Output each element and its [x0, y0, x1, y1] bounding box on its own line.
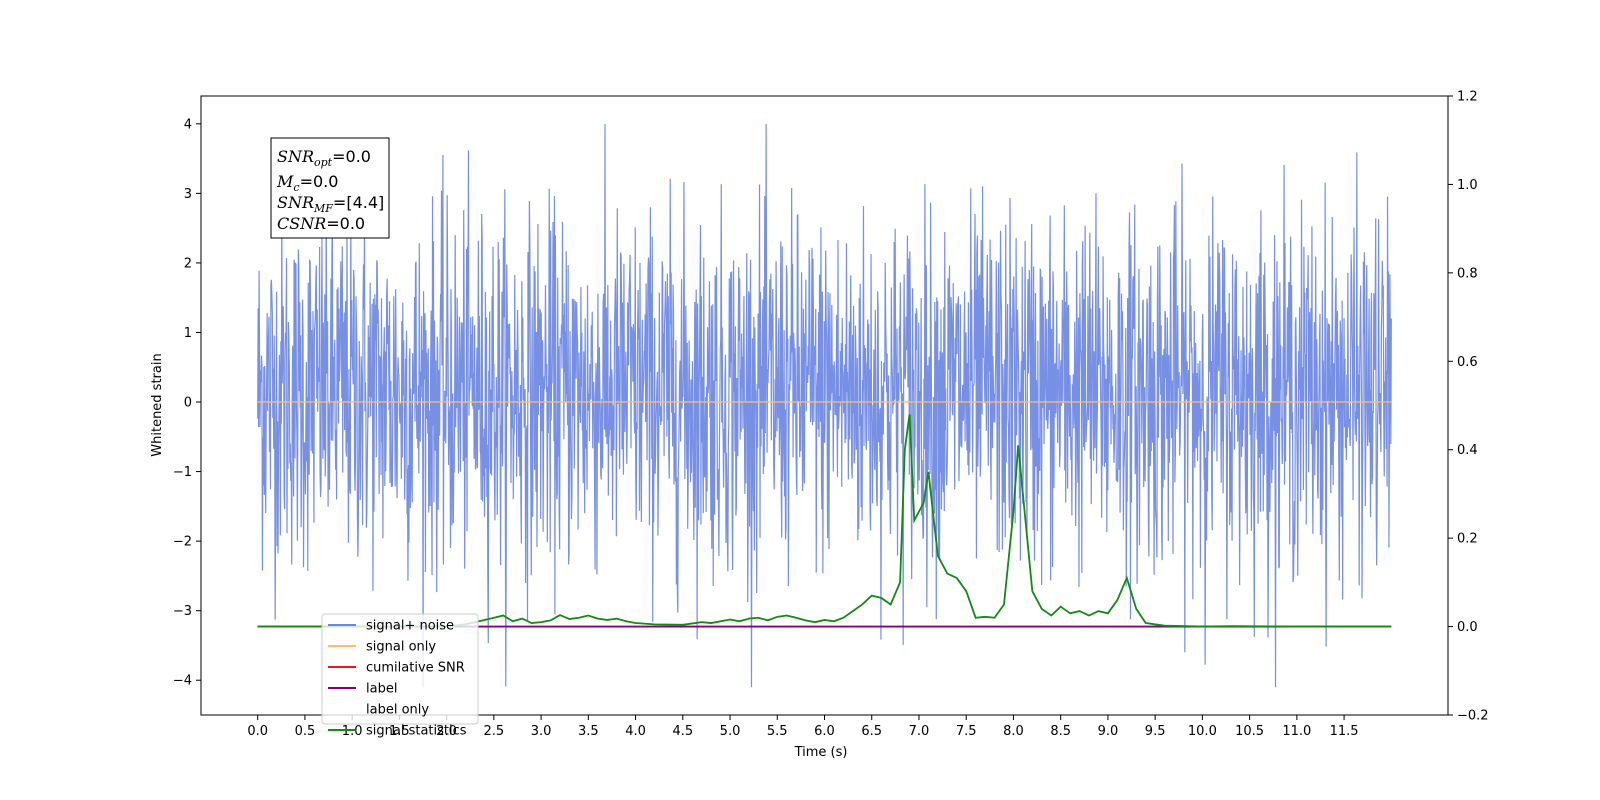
x-tick-label: 10.5	[1235, 724, 1264, 739]
y-tick-label: 3	[184, 187, 192, 202]
legend-label: cumilative SNR	[366, 661, 465, 676]
annotation-csnr: CSNR=0.0	[277, 214, 365, 233]
x-tick-label: 8.5	[1050, 724, 1071, 739]
y-tick-label: 4	[184, 117, 192, 132]
y2-tick-label: 0.8	[1457, 266, 1478, 281]
x-tick-label: 7.0	[909, 724, 930, 739]
annotation-mc: Mc=0.0	[276, 172, 338, 194]
y-tick-label: 2	[184, 256, 192, 271]
x-tick-label: 6.5	[861, 724, 882, 739]
legend-label: signal only	[366, 640, 436, 655]
legend: signal+ noise signal only cumilative SNR la…	[321, 613, 479, 739]
series-line-signal-noise	[257, 123, 1392, 688]
x-tick-label: 2.5	[484, 724, 505, 739]
y2-tick-label: 1.0	[1457, 178, 1478, 193]
x-tick-label: 9.5	[1145, 724, 1166, 739]
y-tick-label: −2	[173, 535, 192, 550]
annotation-snr-opt: SNRopt=0.0	[277, 147, 371, 169]
legend-label: signal statistics	[366, 724, 467, 739]
y-axis-left: −4 −3 −2 −1 0 1 2 3 4	[173, 117, 201, 689]
annotation-snr-mf: SNRMF=[4.4]	[277, 193, 384, 215]
y2-tick-label: −0.2	[1457, 709, 1489, 724]
x-tick-label: 11.5	[1330, 724, 1359, 739]
y-tick-label: −3	[173, 604, 192, 619]
x-tick-label: 5.0	[720, 724, 741, 739]
y-tick-label: 0	[184, 396, 192, 411]
x-tick-label: 0.5	[295, 724, 316, 739]
y2-tick-label: 0.4	[1457, 443, 1478, 458]
legend-label: label	[366, 682, 397, 697]
x-axis: 0.0 0.5 1.0 1.5 2.0 2.5 3.0 3.5 4.0 4.5 5.0 5.5 6.0 6…	[247, 715, 1359, 739]
annotation-box: SNRopt=0.0 Mc=0.0 SNRMF=[4.4] CSNR=0.0	[270, 137, 390, 239]
legend-label: label only	[366, 703, 429, 718]
x-tick-label: 5.5	[767, 724, 788, 739]
x-tick-label: 6.0	[814, 724, 835, 739]
annotation-frame	[270, 137, 390, 239]
y2-tick-label: 0.2	[1457, 532, 1478, 547]
x-tick-label: 0.0	[247, 724, 268, 739]
x-axis-label: Time (s)	[794, 745, 848, 760]
x-tick-label: 7.5	[956, 724, 977, 739]
y-tick-label: −1	[173, 465, 192, 480]
x-tick-label: 10.0	[1188, 724, 1217, 739]
x-tick-label: 3.5	[578, 724, 599, 739]
x-tick-label: 4.0	[625, 724, 646, 739]
y2-tick-label: 1.2	[1457, 90, 1478, 105]
x-tick-label: 3.0	[531, 724, 552, 739]
y2-tick-label: 0.0	[1457, 620, 1478, 635]
x-tick-label: 9.0	[1098, 724, 1119, 739]
x-tick-label: 11.0	[1282, 724, 1311, 739]
x-tick-label: 1.5	[389, 724, 410, 739]
legend-label: signal+ noise	[366, 619, 454, 634]
x-tick-label: 8.0	[1003, 724, 1024, 739]
x-tick-label: 1.0	[342, 724, 363, 739]
y-tick-label: −4	[173, 674, 192, 689]
y-axis-label: Whitened strain	[150, 353, 165, 456]
y-tick-label: 1	[184, 326, 192, 341]
series-line-signal-statistics	[257, 414, 1392, 628]
legend-frame	[321, 613, 479, 725]
y-axis-right: −0.2 0.0 0.2 0.4 0.6 0.8 1.0 1.2	[1448, 90, 1489, 724]
noise-series	[257, 123, 1392, 688]
y2-tick-label: 0.6	[1457, 355, 1478, 370]
x-tick-label: 4.5	[672, 724, 693, 739]
x-tick-label: 2.0	[436, 724, 457, 739]
